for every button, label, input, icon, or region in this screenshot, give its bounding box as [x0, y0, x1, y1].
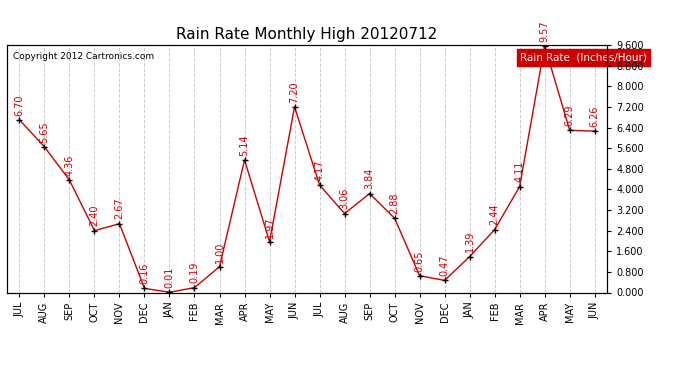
Text: 0.16: 0.16	[139, 263, 150, 284]
Text: 4.36: 4.36	[64, 154, 75, 176]
Text: Rain Rate  (Inches/Hour): Rain Rate (Inches/Hour)	[520, 53, 647, 62]
Text: 0.65: 0.65	[415, 250, 424, 272]
Text: 0.19: 0.19	[190, 262, 199, 284]
Text: 4.11: 4.11	[515, 161, 524, 182]
Text: 6.70: 6.70	[14, 94, 24, 116]
Text: 9.57: 9.57	[540, 20, 550, 42]
Text: 0.01: 0.01	[164, 267, 175, 288]
Text: 3.84: 3.84	[364, 168, 375, 189]
Text: 5.14: 5.14	[239, 134, 250, 156]
Text: 6.26: 6.26	[590, 105, 600, 127]
Text: 2.88: 2.88	[390, 193, 400, 214]
Text: 2.40: 2.40	[90, 205, 99, 226]
Text: 1.39: 1.39	[464, 231, 475, 252]
Text: 6.29: 6.29	[564, 105, 575, 126]
Text: 4.17: 4.17	[315, 159, 324, 181]
Text: 1.97: 1.97	[264, 216, 275, 237]
Text: 0.47: 0.47	[440, 255, 450, 276]
Text: 5.65: 5.65	[39, 121, 50, 142]
Text: 3.06: 3.06	[339, 188, 350, 210]
Text: Copyright 2012 Cartronics.com: Copyright 2012 Cartronics.com	[13, 53, 154, 62]
Text: 1.00: 1.00	[215, 241, 224, 262]
Text: 2.67: 2.67	[115, 198, 124, 219]
Text: 2.44: 2.44	[490, 204, 500, 225]
Title: Rain Rate Monthly High 20120712: Rain Rate Monthly High 20120712	[177, 27, 437, 42]
Text: 7.20: 7.20	[290, 81, 299, 103]
